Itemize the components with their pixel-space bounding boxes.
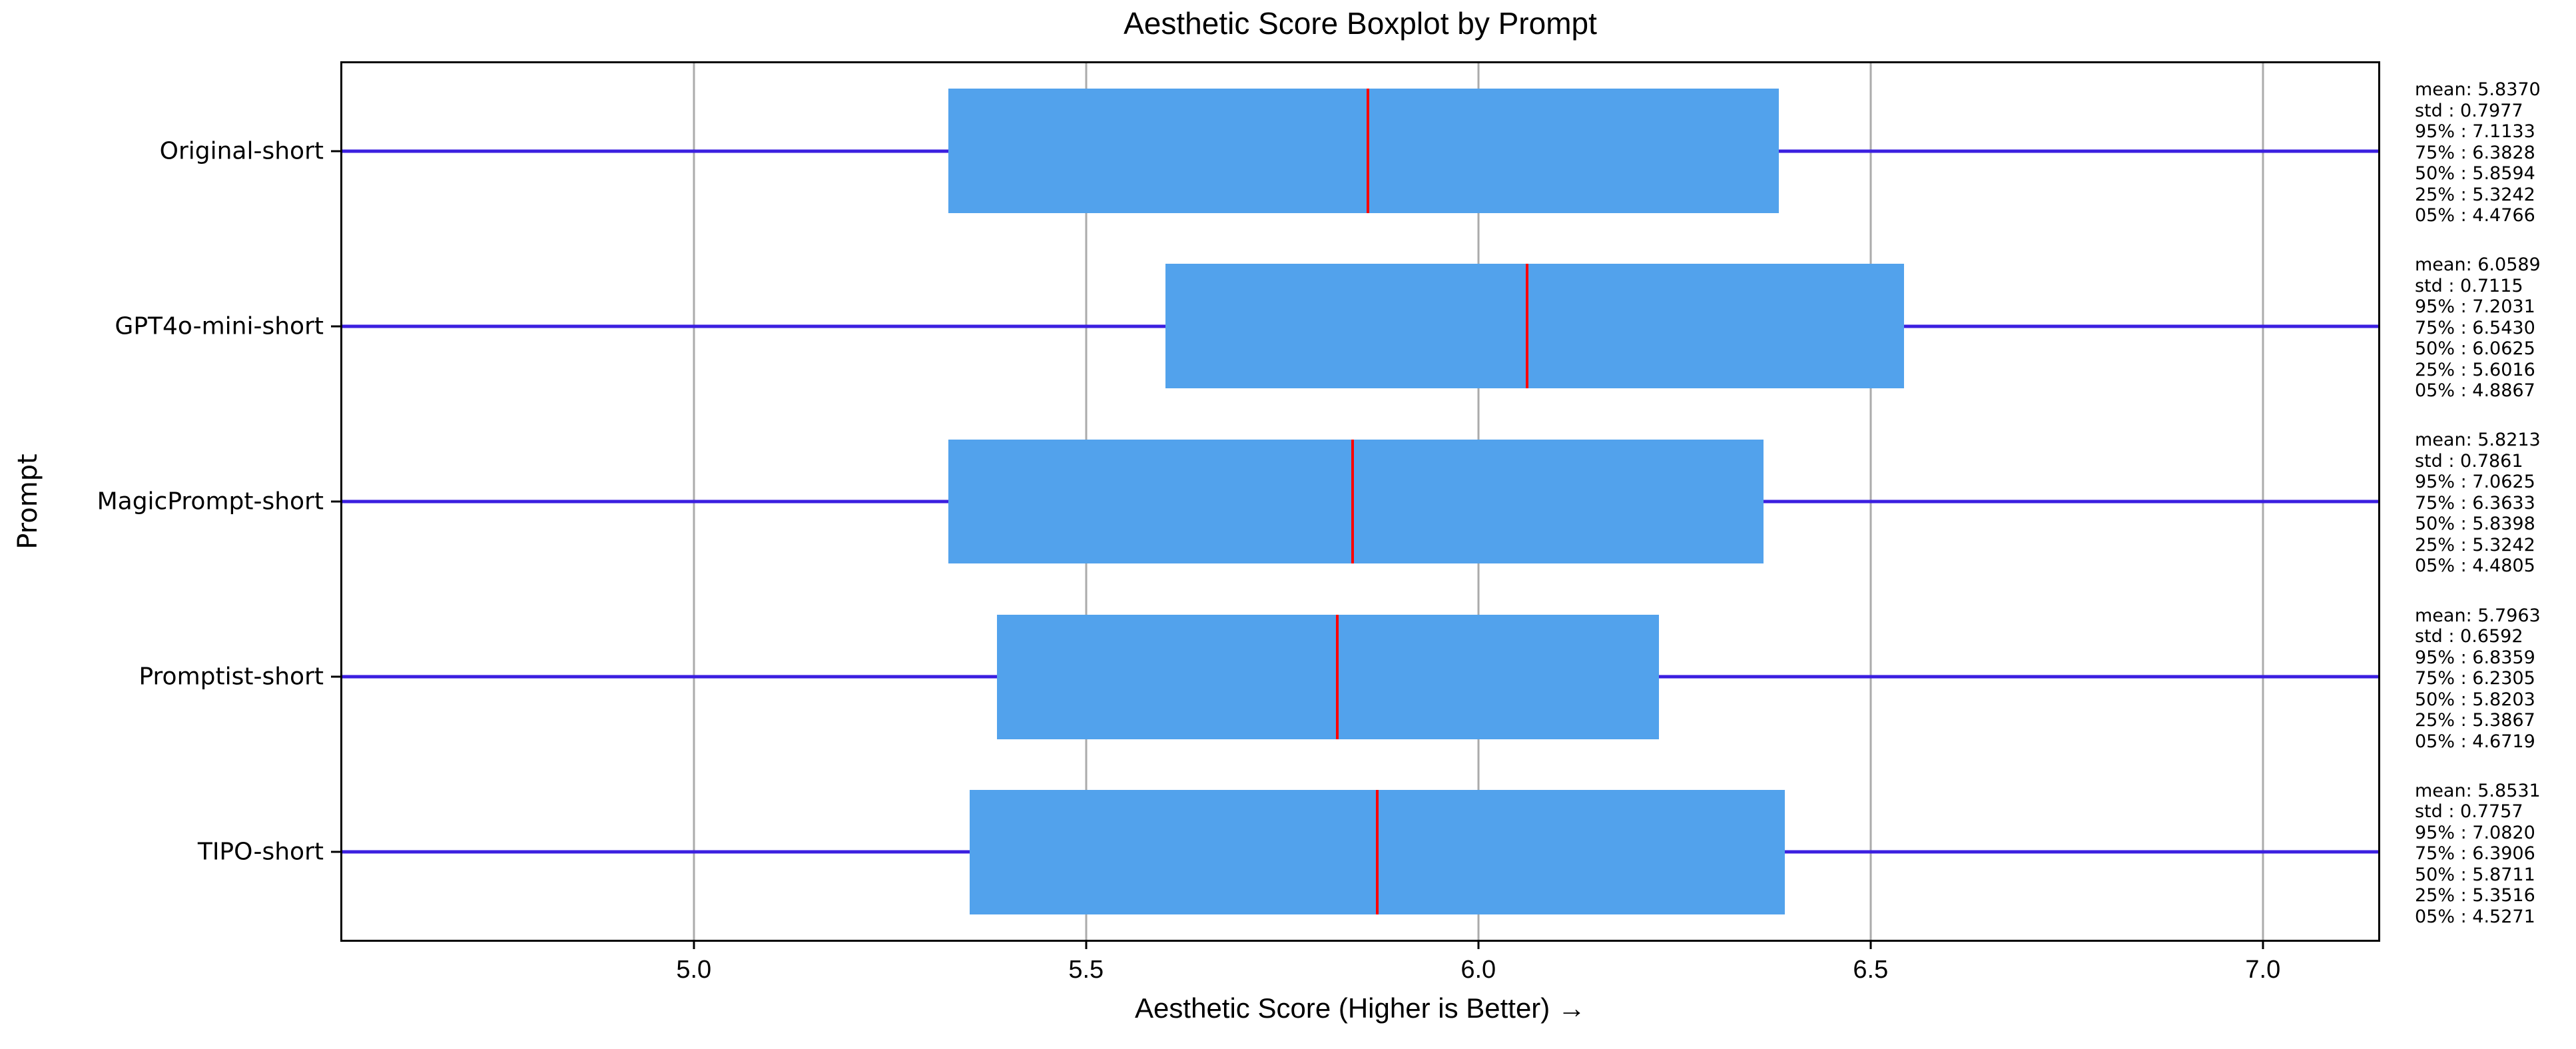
median-line [1375, 789, 1379, 914]
y-tick [331, 150, 340, 153]
stats-annotation: mean: 5.8213 std : 0.7861 95% : 7.0625 7… [2415, 430, 2541, 577]
y-tick-label: GPT4o-mini-short [115, 312, 324, 340]
iqr-box [948, 89, 1779, 214]
median-line [1351, 439, 1355, 564]
y-tick [331, 675, 340, 678]
iqr-box [948, 439, 1764, 564]
y-tick-label: TIPO-short [197, 838, 324, 866]
y-tick-label: Original-short [159, 137, 324, 165]
y-tick-label: Promptist-short [139, 663, 324, 691]
median-line [1336, 614, 1339, 739]
plot-area: 5.0 5.5 6.0 6.5 7.0 Original-short mean: 5.837… [97, 61, 2541, 984]
x-tick [1085, 940, 1088, 949]
x-tick-label: 5.5 [1068, 956, 1104, 984]
median-line [1526, 264, 1529, 389]
y-tick [331, 500, 340, 503]
stats-annotation: mean: 6.0589 std : 0.7115 95% : 7.2031 7… [2415, 254, 2541, 402]
x-tick [2262, 940, 2264, 949]
median-line [1367, 89, 1370, 214]
iqr-box [1165, 264, 1905, 389]
stats-annotation: mean: 5.8531 std : 0.7757 95% : 7.0820 7… [2415, 780, 2541, 927]
x-tick-label: 6.5 [1853, 956, 1889, 984]
x-tick-label: 5.0 [676, 956, 712, 984]
y-tick [331, 325, 340, 328]
y-axis-label: Prompt [13, 454, 43, 549]
iqr-box [997, 614, 1660, 739]
x-tick-label: 7.0 [2245, 956, 2281, 984]
x-axis-label: Aesthetic Score (Higher is Better) → [1135, 992, 1586, 1024]
y-tick [331, 851, 340, 853]
stats-annotation: mean: 5.8370 std : 0.7977 95% : 7.1133 7… [2415, 79, 2541, 226]
x-tick [693, 940, 695, 949]
x-tick [1477, 940, 1480, 949]
y-tick-label: MagicPrompt-short [97, 488, 324, 516]
stats-annotation: mean: 5.7963 std : 0.6592 95% : 6.8359 7… [2415, 605, 2541, 752]
chart-title: Aesthetic Score Boxplot by Prompt [1124, 6, 1597, 41]
x-tick [1869, 940, 1872, 949]
x-tick-label: 6.0 [1460, 956, 1496, 984]
